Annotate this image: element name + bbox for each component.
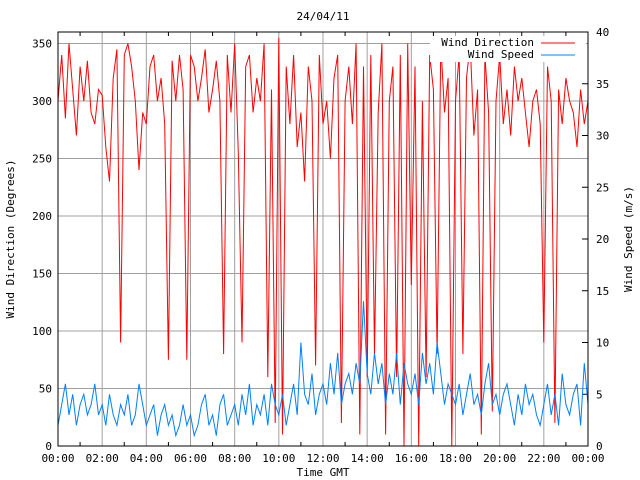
- x-tick-label: 08:00: [218, 452, 251, 465]
- x-tick-label: 02:00: [86, 452, 119, 465]
- x-tick-label: 22:00: [527, 452, 560, 465]
- x-tick-label: 10:00: [262, 452, 295, 465]
- y2-tick-label: 0: [596, 440, 603, 453]
- x-tick-label: 04:00: [130, 452, 163, 465]
- chart-title: 24/04/11: [297, 10, 350, 23]
- y2-tick-label: 30: [596, 130, 609, 143]
- y-tick-label: 300: [32, 95, 52, 108]
- y2-tick-label: 40: [596, 26, 609, 39]
- legend: Wind Direction Wind Speed: [430, 36, 586, 62]
- y-tick-label: 250: [32, 153, 52, 166]
- y2-tick-label: 15: [596, 285, 609, 298]
- plot-frame: [57, 31, 589, 447]
- y-tick-label: 350: [32, 38, 52, 51]
- y-tick-label: 100: [32, 325, 52, 338]
- y-tick-label: 150: [32, 268, 52, 281]
- series-wind-speed: [57, 301, 589, 438]
- legend-label-speed: Wind Speed: [468, 48, 534, 61]
- y-tick-label: 200: [32, 210, 52, 223]
- y2-tick-label: 10: [596, 337, 609, 350]
- x-tick-label: 20:00: [483, 452, 516, 465]
- x-tick-label: 18:00: [439, 452, 472, 465]
- y2-tick-label: 35: [596, 78, 609, 91]
- y2-axis-label: Wind Speed (m/s): [622, 186, 635, 292]
- x-tick-label: 12:00: [306, 452, 339, 465]
- x-tick-label: 14:00: [351, 452, 384, 465]
- legend-label-direction: Wind Direction: [441, 36, 534, 49]
- x-tick-label: 16:00: [395, 452, 428, 465]
- y2-tick-label: 5: [596, 388, 603, 401]
- y2-tick-label: 20: [596, 233, 609, 246]
- tick-labels: 00:00 02:00 04:00 06:00 08:00 10:00 12:00 14:00…: [32, 26, 609, 465]
- grid: [58, 31, 588, 447]
- x-axis-label: Time GMT: [297, 466, 350, 479]
- x-tick-label: 00:00: [41, 452, 74, 465]
- x-tick-label: 06:00: [174, 452, 207, 465]
- y-axis-label: Wind Direction (Degrees): [4, 160, 17, 319]
- y2-tick-label: 25: [596, 181, 609, 194]
- y-tick-label: 0: [45, 440, 52, 453]
- x-tick-label: 00:00: [571, 452, 604, 465]
- y-tick-label: 50: [39, 383, 52, 396]
